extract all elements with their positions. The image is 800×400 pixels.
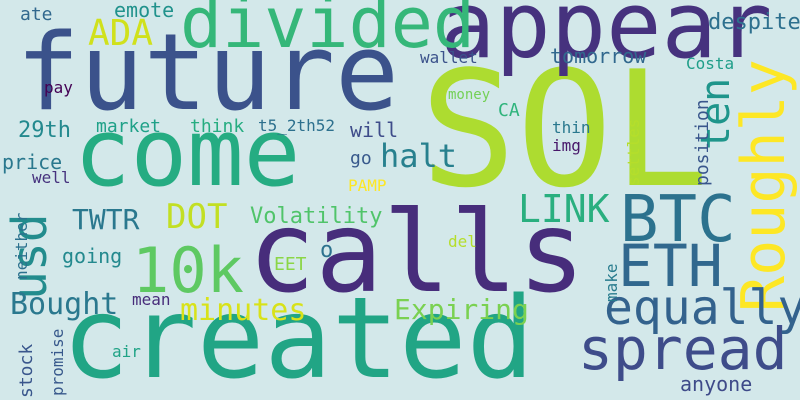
word-dot: DOT [166,197,228,237]
word-expiring: Expiring [394,293,529,326]
word-wallet: wallet [420,48,478,67]
word-well: well [32,168,71,187]
word-settles: settles [624,118,643,186]
word-promise: promise [48,328,67,396]
word-ada: ADA [88,13,154,54]
word-think: think [190,116,245,137]
word-eet: EET [274,254,307,275]
word-price: price [2,150,63,174]
word-position: position [692,99,713,186]
word-pamp: PAMP [348,176,387,195]
word-go: go [350,148,372,169]
word-emote: emote [114,0,175,22]
word-bought: Bought [10,287,119,322]
word-spread: spread [578,315,788,383]
word-ca: CA [498,100,520,121]
word-neither: neither [12,212,31,280]
word-sol: SOL [420,36,709,223]
word-mean: mean [132,290,171,309]
word-stock: stock [16,343,37,398]
word-o: o [320,238,334,263]
word-btc: BTC [620,183,736,257]
word-volatility: Volatility [250,204,383,229]
word-thin: thin [552,118,591,137]
word-minutes: minutes [180,293,307,328]
word-calls: calls [248,188,586,318]
word-will: will [350,118,399,142]
word-come: come [74,99,301,208]
word-eth: ETH [618,232,723,300]
word-roughly: Roughly [729,59,799,312]
word-twtr: TWTR [72,203,140,236]
word-divided: divided [180,0,476,64]
word-created: created [62,274,535,400]
word-market: market [96,116,162,137]
word-appear: appear [440,0,773,79]
word-ate: ate [20,4,53,25]
word-future: future [16,11,399,134]
word-del: del [448,232,477,251]
word-tomorrow: tomorrow [550,44,647,68]
word-anyone: anyone [680,372,753,396]
word-t5-2th52: t5_2th52 [258,116,336,135]
word-halt: halt [380,137,458,175]
word-going: going [62,244,123,268]
word-img: img [552,136,581,155]
word-equally: equally [604,280,800,336]
word-pay: pay [44,78,73,97]
word-link: LINK [518,187,610,231]
word-air: air [112,342,141,361]
word-money: money [448,87,491,103]
word-costa: Costa [686,54,735,73]
word-10k: 10k [132,234,244,307]
word-despite: despite [708,10,800,35]
word-make: make [602,263,621,302]
word-29th: 29th [18,118,71,143]
